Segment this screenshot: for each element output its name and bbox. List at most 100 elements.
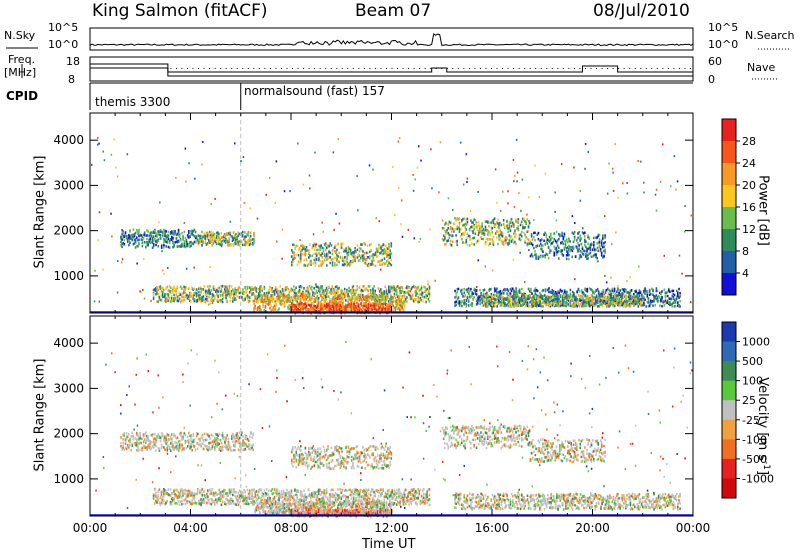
power-echo-cell [457,287,460,291]
power-echo-cell [557,290,559,293]
power-echo-cell [340,306,343,310]
power-echo-cell [203,300,206,303]
power-echo-cell [325,295,328,298]
power-echo-cell [411,285,414,289]
freq-dot [607,68,609,69]
power-echo-cell [137,232,139,235]
power-noise-point [240,160,242,163]
power-echo-cell [584,287,586,290]
power-echo-cell [596,242,598,245]
power-echo-cell [360,302,362,305]
power-echo-cell [334,294,337,298]
power-echo-cell [591,255,594,258]
power-echo-cell [559,234,561,238]
power-echo-cell [294,295,296,298]
power-echo-cell [369,294,372,298]
power-echo-cell [532,300,535,303]
power-echo-cell [167,245,170,249]
power-echo-cell [308,298,311,301]
power-noise-point [438,191,440,194]
power-echo-cell [395,290,398,294]
power-echo-cell [468,238,471,241]
power-echo-cell [548,248,551,252]
power-noise-point [220,245,223,248]
power-echo-cell [344,256,346,259]
power-echo-cell [567,299,569,302]
power-echo-cell [132,236,135,239]
power-echo-cell [295,244,298,248]
power-echo-cell [347,300,349,304]
power-echo-cell [331,257,334,261]
power-echo-cell [248,239,251,243]
power-echo-cell [538,300,540,304]
power-echo-cell [595,248,597,251]
power-echo-cell [646,291,649,294]
power-echo-cell [545,296,547,300]
power-echo-cell [329,308,331,311]
power-echo-cell [279,285,281,288]
power-echo-cell [231,239,234,242]
power-echo-cell [348,305,351,309]
power-echo-cell [291,306,293,310]
power-echo-cell [428,290,431,293]
power-echo-cell [274,300,277,303]
power-echo-cell [351,288,354,291]
power-echo-cell [491,238,494,241]
power-echo-cell [226,232,228,235]
freq-dot [402,68,404,69]
power-echo-cell [323,304,326,307]
power-echo-cell [221,236,224,239]
power-echo-cell [281,289,284,293]
power-echo-cell [660,291,662,295]
power-echo-cell [389,305,391,308]
power-echo-cell [270,297,272,300]
power-echo-cell [322,247,325,250]
power-echo-cell [547,303,549,306]
freq-dot [490,68,492,69]
power-echo-cell [638,291,641,295]
power-echo-cell [228,244,230,247]
power-echo-cell [249,242,252,245]
power-echo-cell [487,233,489,236]
power-echo-cell [200,287,202,291]
power-echo-cell [519,297,522,300]
power-echo-cell [578,244,580,247]
power-echo-cell [313,300,315,304]
power-echo-cell [465,240,468,244]
power-echo-cell [312,291,314,294]
power-echo-cell [347,294,349,298]
power-echo-cell [202,295,205,298]
power-echo-cell [160,289,163,293]
power-echo-cell [235,288,237,292]
power-echo-cell [385,308,388,311]
power-echo-cell [390,263,393,267]
power-echo-cell [531,300,533,303]
power-echo-cell [293,251,295,254]
power-echo-cell [303,298,305,301]
power-noise-point [309,187,311,190]
power-echo-cell [411,293,414,296]
power-echo-cell [324,253,327,257]
power-echo-cell [517,295,520,299]
power-echo-cell [460,302,462,306]
power-echo-cell [314,292,317,295]
power-echo-cell [513,295,515,298]
power-echo-cell [246,240,248,243]
power-echo-cell [168,239,171,243]
power-echo-cell [482,294,485,298]
power-echo-cell [483,230,486,233]
power-echo-cell [216,299,218,302]
power-echo-cell [364,243,367,246]
power-noise-point [614,143,616,146]
power-echo-cell [587,234,589,237]
power-echo-cell [471,225,473,229]
power-echo-cell [497,242,499,246]
power-echo-cell [198,237,201,241]
power-echo-cell [354,249,356,253]
power-echo-cell [294,288,296,291]
power-echo-cell [319,248,321,251]
power-echo-cell [668,297,670,300]
power-echo-cell [564,304,566,307]
power-echo-cell [387,308,389,311]
power-echo-cell [122,234,124,238]
